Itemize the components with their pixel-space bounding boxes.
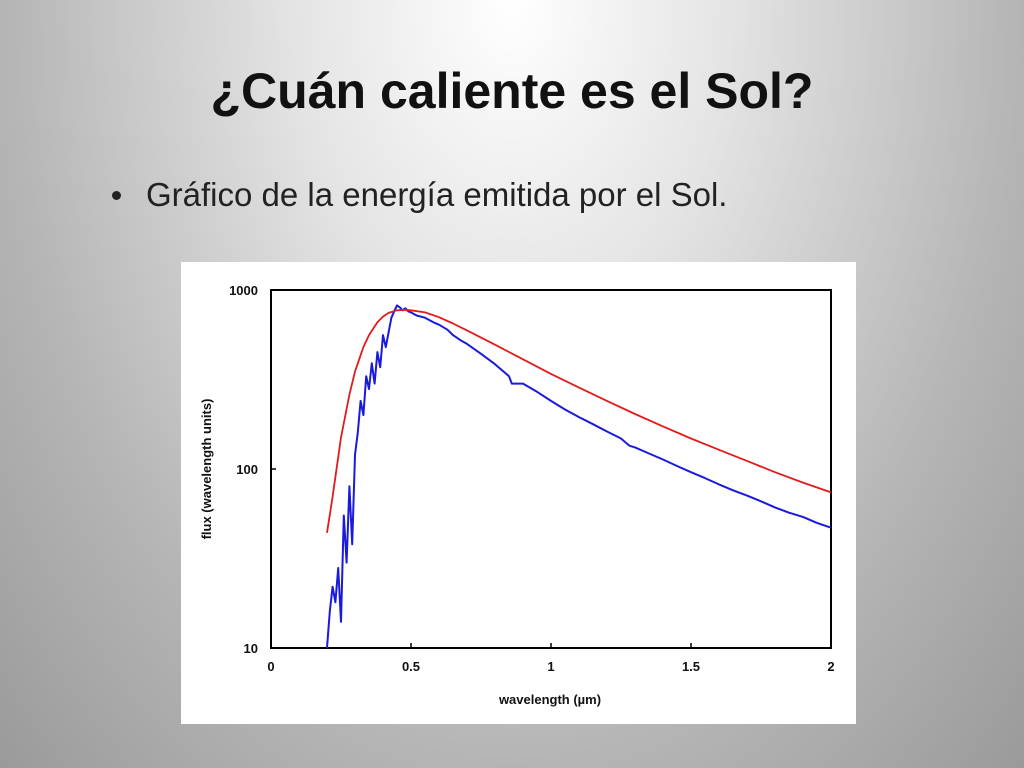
y-axis-label: flux (wavelength units): [199, 399, 214, 540]
bullet-dot: [112, 190, 121, 200]
slide-title: ¿Cuán caliente es el Sol?: [210, 63, 814, 119]
y-tick-label: 1000: [229, 283, 258, 298]
y-tick-label: 10: [244, 641, 258, 656]
bullet-item: Gráfico de la energía emitida por el Sol…: [112, 176, 727, 214]
x-axis-label: wavelength (µm): [498, 692, 601, 707]
y-axis-ticks: 10 100 1000: [229, 283, 276, 656]
x-tick-label: 2: [827, 659, 834, 674]
x-axis-ticks: 0 0.5 1 1.5 2: [267, 643, 835, 674]
series-line-0: [326, 304, 832, 649]
spectrum-chart: 0 0.5 1 1.5 2 10 100 1000 wavelength (µm) flux…: [199, 283, 835, 707]
x-tick-label: 0.5: [402, 659, 420, 674]
y-tick-label: 100: [236, 462, 258, 477]
chart-panel: 0 0.5 1 1.5 2 10 100 1000 wavelength (µm) flux…: [181, 262, 856, 724]
bullet-text: Gráfico de la energía emitida por el Sol…: [146, 176, 728, 213]
series-line-1: [326, 308, 832, 533]
x-tick-label: 1: [547, 659, 554, 674]
x-tick-label: 1.5: [682, 659, 700, 674]
series-layer: [326, 304, 832, 649]
x-tick-label: 0: [267, 659, 274, 674]
